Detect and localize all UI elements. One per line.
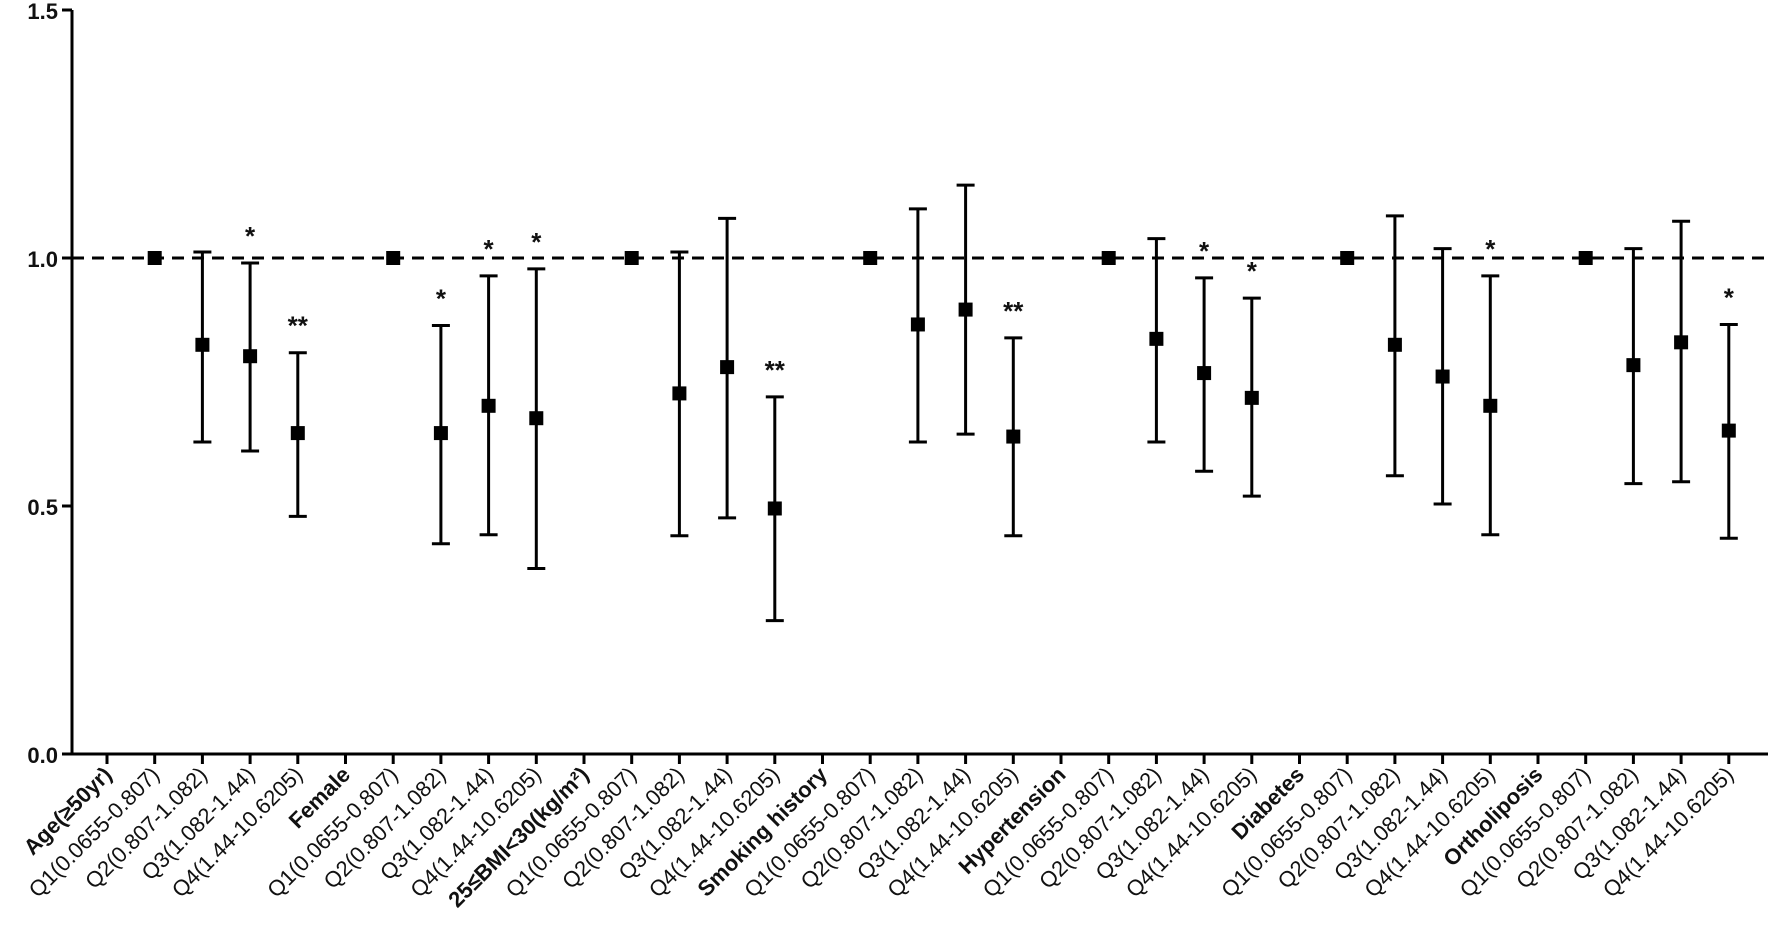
significance-marker: * <box>1724 282 1735 312</box>
data-point <box>195 337 210 352</box>
data-point <box>386 251 401 265</box>
data-point <box>910 317 925 332</box>
data-point <box>1197 366 1212 381</box>
data-point <box>290 426 305 441</box>
data-point <box>481 398 496 413</box>
significance-marker: * <box>484 234 495 264</box>
data-point <box>1101 251 1116 265</box>
data-point <box>863 251 878 265</box>
data-point <box>529 411 544 426</box>
significance-marker: * <box>1199 236 1210 266</box>
data-point <box>1006 429 1021 444</box>
significance-marker: * <box>531 227 542 257</box>
data-point <box>1483 398 1498 413</box>
y-tick-label: 1.0 <box>27 247 58 272</box>
data-point <box>243 349 258 364</box>
y-tick-label: 0.0 <box>27 743 58 768</box>
y-tick-label: 1.5 <box>27 0 58 24</box>
data-point <box>1721 423 1736 438</box>
data-point <box>1435 369 1450 384</box>
data-point <box>1244 390 1259 405</box>
significance-marker: ** <box>1003 296 1024 326</box>
data-point <box>1626 358 1641 373</box>
data-point <box>1340 251 1355 265</box>
data-point <box>1387 337 1402 352</box>
significance-marker: ** <box>765 355 786 385</box>
significance-marker: * <box>1485 234 1496 264</box>
significance-marker: * <box>436 283 447 313</box>
data-point <box>767 501 782 516</box>
data-point <box>433 426 448 441</box>
significance-marker: * <box>1247 256 1258 286</box>
data-point <box>672 386 687 401</box>
data-point <box>958 302 973 317</box>
data-point <box>624 251 639 265</box>
data-point <box>720 360 735 375</box>
data-point <box>147 251 162 265</box>
data-point <box>1674 335 1689 350</box>
data-point <box>1578 251 1593 265</box>
significance-marker: * <box>245 221 256 251</box>
significance-marker: ** <box>288 311 309 341</box>
y-tick-label: 0.5 <box>27 495 58 520</box>
data-point <box>1149 331 1164 346</box>
